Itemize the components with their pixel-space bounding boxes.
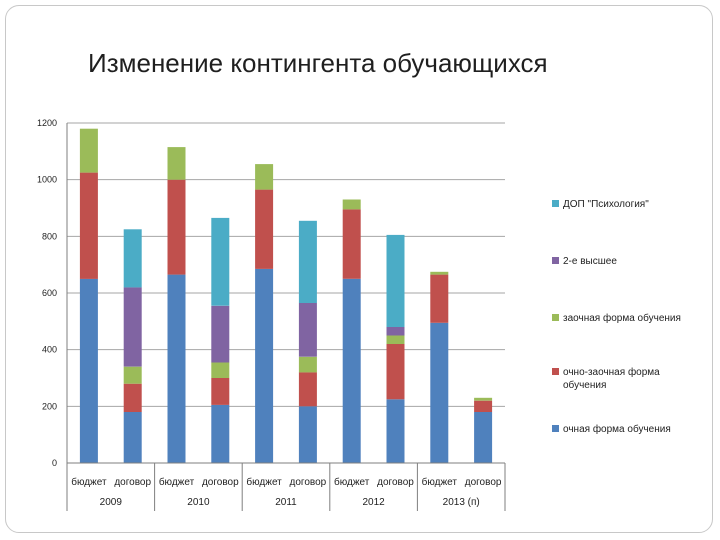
bar-segment (298, 372, 317, 407)
legend-swatch (552, 257, 559, 264)
y-axis: 0 200 400 600 800 1000 1200 (37, 118, 68, 468)
category-label: договор (377, 477, 414, 488)
bar-segment (342, 199, 361, 210)
legend-swatch (552, 200, 559, 207)
bar-segment (298, 220, 317, 303)
bar-segment (430, 322, 449, 464)
category-label: договор (202, 477, 239, 488)
bar-segment (255, 164, 274, 190)
y-tick-label: 200 (42, 401, 57, 411)
bar-segment (255, 268, 274, 463)
bar-segment (123, 366, 142, 384)
legend-swatch (552, 425, 559, 432)
bar-segment (342, 278, 361, 463)
category-label: договор (114, 477, 151, 488)
bar-segment (255, 189, 274, 269)
bar-segment (298, 302, 317, 357)
legend-label: ДОП "Психология" (563, 199, 649, 210)
legend: ДОП "Психология" 2-е высшее заочная форма … (552, 199, 681, 435)
group-label: 2010 (187, 497, 210, 508)
y-tick-label: 0 (52, 458, 57, 468)
category-label: договор (465, 477, 502, 488)
category-label: бюджет (246, 476, 282, 488)
bar-segment (123, 229, 142, 288)
y-tick-label: 800 (42, 231, 57, 241)
legend-label: 2-е высшее (563, 256, 617, 267)
bars (79, 128, 493, 464)
group-label: 2012 (362, 497, 385, 508)
category-label: бюджет (422, 476, 458, 488)
bar-segment (211, 362, 230, 378)
group-label: 2009 (100, 497, 123, 508)
y-tick-label: 600 (42, 288, 57, 298)
bar-segment (211, 217, 230, 306)
slide-title: Изменение контингента обучающихся (88, 48, 548, 78)
bar-segment (123, 287, 142, 367)
bar-segment (386, 335, 405, 344)
bar-segment (386, 344, 405, 400)
bar-segment (386, 399, 405, 464)
bar-segment (79, 278, 98, 463)
legend-swatch (552, 314, 559, 321)
bar-segment (167, 147, 186, 180)
bar-segment (167, 179, 186, 275)
bar-segment (79, 128, 98, 173)
bar-segment (430, 271, 449, 275)
group-label: 2013 (п) (443, 497, 480, 508)
bar-segment (211, 378, 230, 405)
legend-label: очно-заочная форма обучения (563, 366, 660, 391)
y-tick-label: 1200 (37, 118, 57, 128)
category-label: договор (290, 477, 327, 488)
bar-segment (123, 412, 142, 463)
bar-segment (386, 234, 405, 327)
legend-label: заочная форма обучения (563, 312, 681, 324)
bar-segment (298, 356, 317, 373)
bar-segment (167, 274, 186, 463)
bar-segment (386, 327, 405, 336)
y-tick-label: 400 (42, 345, 57, 355)
bar-segment (474, 397, 493, 401)
category-label: бюджет (334, 476, 370, 488)
y-tick-label: 1000 (37, 175, 57, 185)
bar-segment (211, 404, 230, 463)
category-label: бюджет (71, 476, 107, 488)
bar-segment (79, 172, 98, 279)
bar-segment (474, 400, 493, 412)
bar-segment (211, 305, 230, 363)
bar-segment (298, 406, 317, 463)
bar-segment (474, 412, 493, 463)
x-axis: бюджет договор бюджет договор бюджет договор б… (66, 462, 506, 511)
bar-segment (342, 209, 361, 279)
legend-swatch (552, 368, 559, 375)
category-label: бюджет (159, 476, 195, 488)
group-label: 2011 (275, 497, 297, 508)
bar-segment (430, 274, 449, 323)
bar-segment (123, 383, 142, 412)
legend-label: очная форма обучения (563, 423, 671, 435)
